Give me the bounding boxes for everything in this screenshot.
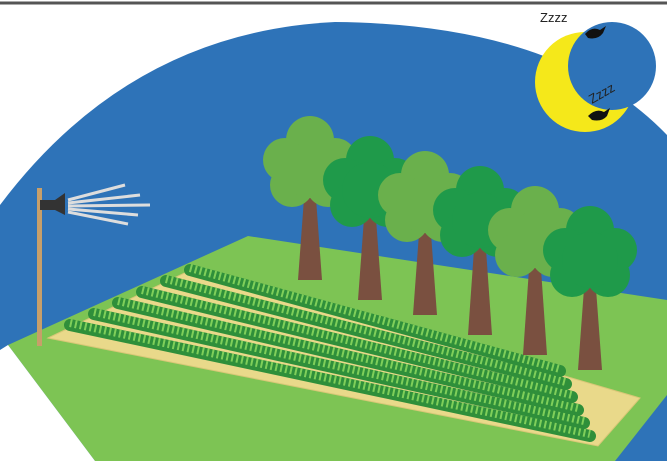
- pole: [37, 188, 42, 346]
- night-farm-scene: Zzzz Zzzz: [0, 0, 667, 461]
- crown: [562, 232, 618, 288]
- snore-text: Zzzz: [540, 10, 567, 25]
